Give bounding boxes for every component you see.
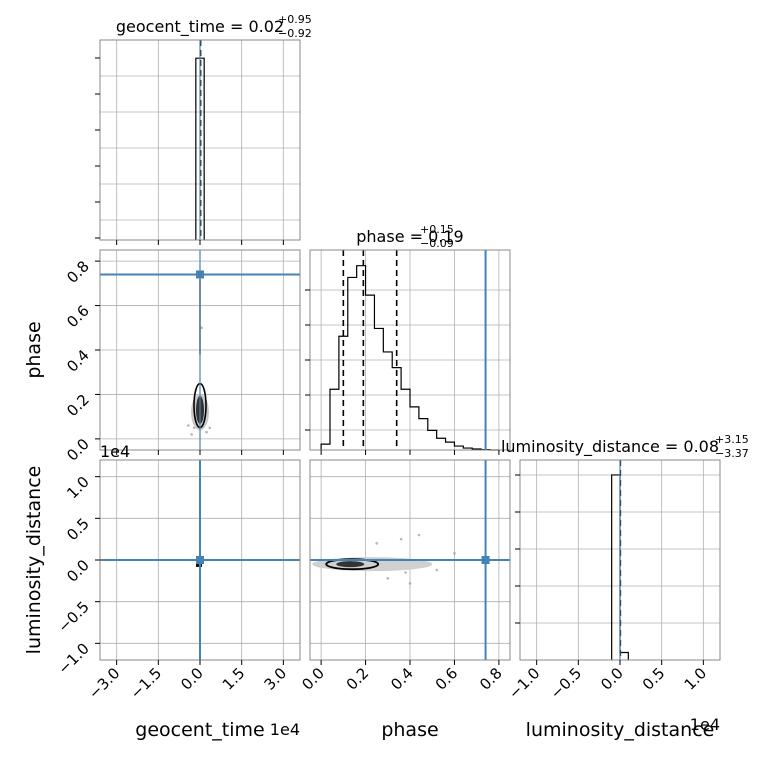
scatter-point [208,426,212,430]
xlabel-luminosity-distance: luminosity_distance [526,719,715,741]
scatter-point [404,571,407,574]
scatter-point [386,577,390,580]
title-phase: phase = 0.19 [356,227,463,246]
offset-luminosity-distance-y: 1e4 [100,442,130,461]
x-tick-label: 0.5 [639,664,669,694]
injection-marker [196,270,204,279]
y-tick-label: 0.4 [63,346,93,376]
title-luminosity-distance-minus: −3.37 [715,447,749,460]
scatter-point [435,568,438,572]
scatter-point [187,424,190,427]
title-luminosity-distance: luminosity_distance = 0.08 [501,437,719,457]
x-tick-label: −0.5 [547,664,585,702]
offset-geocent-time-x: 1e4 [270,720,300,739]
ylabel-luminosity-distance: luminosity_distance [23,466,45,655]
xlabel-geocent-time: geocent_time [135,719,264,741]
y-tick-label: 0.2 [63,391,93,421]
x-tick-label: 0.8 [476,664,506,694]
title-geocent-time: geocent_time = 0.02 [116,17,284,37]
data-layer [100,40,629,660]
scatter-point [408,582,412,585]
injection-marker [196,556,204,564]
x-tick-label: 3.0 [261,664,291,694]
x-tick-label: −1.5 [127,664,165,702]
hist-phase [320,265,499,451]
y-tick-label: 0.8 [63,257,93,287]
ylabel-phase: phase [23,321,45,378]
x-tick-label: 0.0 [597,664,627,694]
x-tick-label: 0.0 [298,664,328,694]
y-tick-label: −0.5 [54,598,92,636]
title-geocent-time-plus: +0.95 [278,13,312,26]
scatter-point [453,552,456,555]
y-tick-label: 0.0 [63,556,93,586]
contour-inner [336,561,365,568]
title-phase-minus: −0.09 [420,237,454,250]
title-geocent-time-minus: −0.92 [278,27,312,40]
injection-marker [481,556,490,564]
scatter-point [190,433,193,436]
x-tick-label: −1.0 [505,664,543,702]
scatter-point [192,426,196,430]
x-tick-label: 0.4 [387,664,417,694]
title-luminosity-distance-plus: +3.15 [715,433,749,446]
x-tick-label: 1.5 [219,664,249,694]
x-tick-label: −3.0 [85,664,123,702]
scatter-point [375,542,378,545]
y-tick-label: 0.0 [63,435,93,465]
y-tick-label: 0.6 [63,302,93,332]
scatter-point [417,533,421,537]
x-tick-label: 0.2 [343,664,373,694]
scatter-point [205,430,208,434]
y-tick-label: 0.5 [63,514,93,544]
x-tick-label: 0.0 [177,664,207,694]
scatter-point [399,537,403,541]
x-tick-label: 1.0 [681,664,711,694]
y-tick-label: 1.0 [63,473,93,503]
title-phase-plus: +0.15 [420,223,454,236]
x-tick-label: 0.6 [432,664,462,694]
offset-luminosity-distance-x: 1e4 [690,715,720,734]
scatter-point [200,326,203,330]
y-tick-label: −1.0 [54,639,92,677]
xlabel-phase: phase [381,719,438,741]
